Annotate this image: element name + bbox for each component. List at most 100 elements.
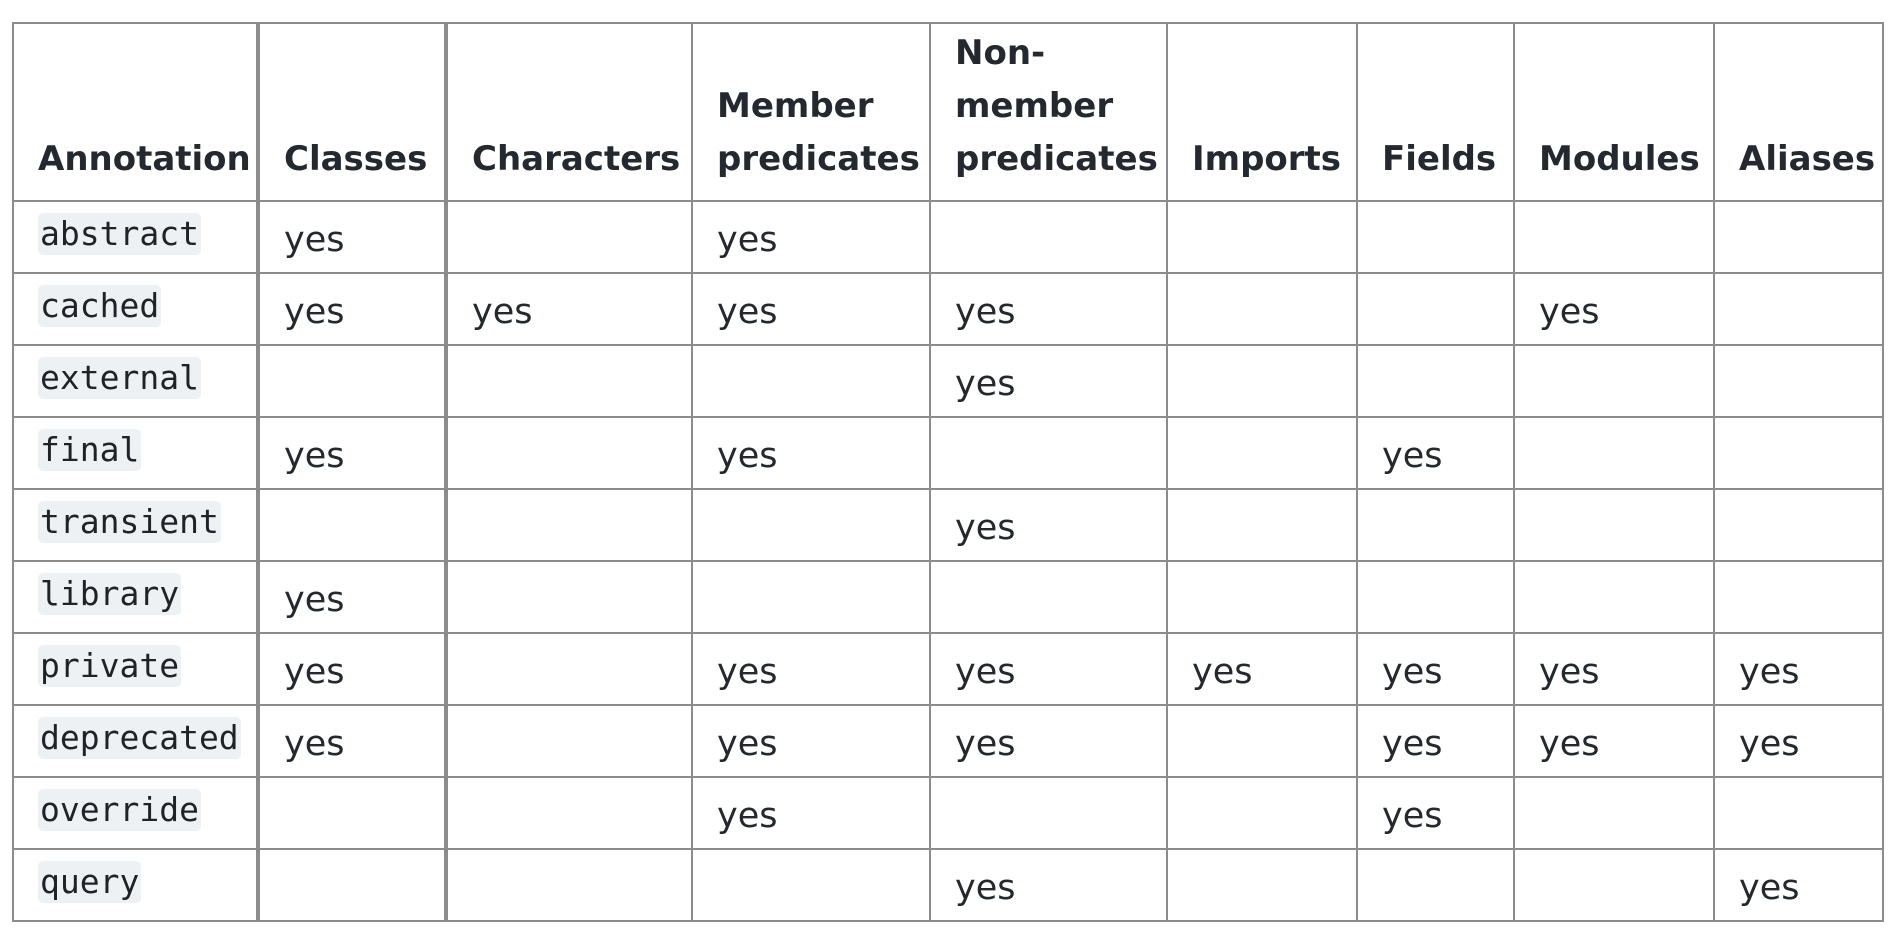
column-header-imports: Imports	[1166, 22, 1358, 202]
table-cell-characters	[444, 416, 693, 490]
table-row: cached yes yes yes yes yes	[12, 272, 1884, 346]
table-cell-fields	[1356, 344, 1515, 418]
table-cell-classes	[256, 344, 447, 418]
table-cell-imports	[1166, 560, 1358, 634]
annotation-code: private	[38, 645, 182, 687]
table-cell-classes: yes	[256, 200, 447, 274]
table-row: override yes yes	[12, 776, 1884, 850]
annotation-cell: abstract	[12, 200, 259, 274]
table-body: abstract yes yes cached yes yes yes yes yes exter…	[12, 200, 1884, 922]
table-cell-member-predicates: yes	[691, 632, 931, 706]
table-cell-aliases	[1713, 560, 1884, 634]
table-cell-characters	[444, 560, 693, 634]
table-cell-non-member-predicates	[929, 776, 1168, 850]
table-cell-fields	[1356, 272, 1515, 346]
annotation-cell: cached	[12, 272, 259, 346]
annotation-code: override	[38, 789, 201, 831]
annotation-cell: library	[12, 560, 259, 634]
table-cell-characters	[444, 848, 693, 922]
table-cell-classes: yes	[256, 560, 447, 634]
table-cell-aliases	[1713, 776, 1884, 850]
table-cell-member-predicates: yes	[691, 200, 931, 274]
table-cell-member-predicates: yes	[691, 416, 931, 490]
table-cell-imports	[1166, 344, 1358, 418]
table-cell-aliases: yes	[1713, 848, 1884, 922]
table-cell-non-member-predicates	[929, 416, 1168, 490]
table-cell-fields	[1356, 560, 1515, 634]
table-cell-aliases	[1713, 416, 1884, 490]
column-header-fields: Fields	[1356, 22, 1515, 202]
table-cell-characters	[444, 344, 693, 418]
table-cell-member-predicates: yes	[691, 776, 931, 850]
table-row: final yes yes yes	[12, 416, 1884, 490]
table-cell-imports	[1166, 848, 1358, 922]
column-header-classes: Classes	[256, 22, 447, 202]
table-cell-characters	[444, 632, 693, 706]
table-cell-aliases: yes	[1713, 632, 1884, 706]
table-cell-fields: yes	[1356, 776, 1515, 850]
table-row: private yes yes yes yes yes yes yes	[12, 632, 1884, 706]
column-header-annotation: Annotation	[12, 22, 259, 202]
table-row: external yes	[12, 344, 1884, 418]
table-cell-imports	[1166, 704, 1358, 778]
annotations-table-container: Annotation Classes Characters Member predic…	[12, 22, 1884, 922]
table-cell-modules: yes	[1513, 272, 1715, 346]
table-cell-member-predicates	[691, 344, 931, 418]
table-cell-modules	[1513, 848, 1715, 922]
table-row: abstract yes yes	[12, 200, 1884, 274]
annotations-table: Annotation Classes Characters Member predic…	[12, 22, 1884, 922]
annotation-code: transient	[38, 501, 221, 543]
annotation-cell: query	[12, 848, 259, 922]
annotation-cell: private	[12, 632, 259, 706]
table-cell-modules: yes	[1513, 632, 1715, 706]
table-cell-non-member-predicates	[929, 560, 1168, 634]
annotation-cell: transient	[12, 488, 259, 562]
table-cell-characters: yes	[444, 272, 693, 346]
table-cell-non-member-predicates: yes	[929, 272, 1168, 346]
table-cell-member-predicates	[691, 560, 931, 634]
table-cell-classes: yes	[256, 416, 447, 490]
table-cell-aliases	[1713, 200, 1884, 274]
annotation-code: final	[38, 429, 142, 471]
table-cell-fields: yes	[1356, 632, 1515, 706]
column-header-modules: Modules	[1513, 22, 1715, 202]
table-cell-non-member-predicates: yes	[929, 344, 1168, 418]
header-row: Annotation Classes Characters Member predic…	[12, 22, 1884, 202]
annotation-code: external	[38, 357, 201, 399]
table-cell-modules	[1513, 200, 1715, 274]
table-cell-modules	[1513, 776, 1715, 850]
table-cell-imports	[1166, 272, 1358, 346]
table-cell-classes: yes	[256, 704, 447, 778]
table-cell-non-member-predicates	[929, 200, 1168, 274]
table-cell-fields	[1356, 488, 1515, 562]
annotation-code: query	[38, 861, 142, 903]
table-cell-member-predicates	[691, 848, 931, 922]
annotation-cell: deprecated	[12, 704, 259, 778]
table-cell-modules	[1513, 344, 1715, 418]
table-cell-classes: yes	[256, 632, 447, 706]
table-row: query yes yes	[12, 848, 1884, 922]
table-cell-aliases	[1713, 272, 1884, 346]
table-cell-modules	[1513, 416, 1715, 490]
table-cell-aliases	[1713, 488, 1884, 562]
table-cell-characters	[444, 776, 693, 850]
table-row: library yes	[12, 560, 1884, 634]
table-cell-aliases: yes	[1713, 704, 1884, 778]
table-row: transient yes	[12, 488, 1884, 562]
annotation-code: cached	[38, 285, 162, 327]
table-cell-member-predicates	[691, 488, 931, 562]
table-cell-classes	[256, 776, 447, 850]
table-cell-modules: yes	[1513, 704, 1715, 778]
table-cell-classes: yes	[256, 272, 447, 346]
table-cell-non-member-predicates: yes	[929, 704, 1168, 778]
table-cell-imports	[1166, 488, 1358, 562]
table-cell-modules	[1513, 560, 1715, 634]
table-cell-characters	[444, 488, 693, 562]
table-cell-fields	[1356, 200, 1515, 274]
table-cell-aliases	[1713, 344, 1884, 418]
table-cell-imports	[1166, 416, 1358, 490]
table-cell-non-member-predicates: yes	[929, 632, 1168, 706]
table-cell-characters	[444, 704, 693, 778]
annotation-cell: final	[12, 416, 259, 490]
column-header-member-predicates: Member predicates	[691, 22, 931, 202]
